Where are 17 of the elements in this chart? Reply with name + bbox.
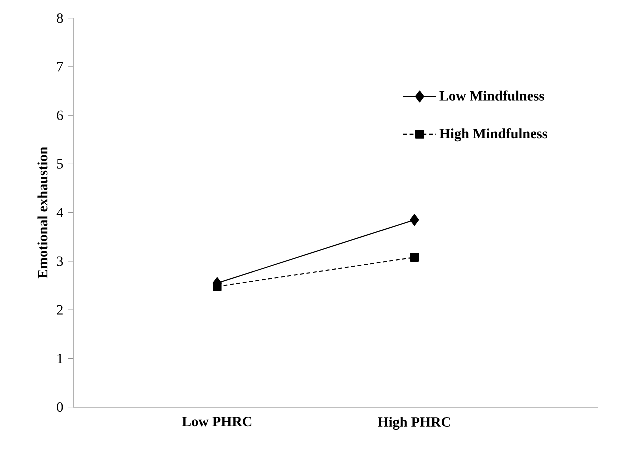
point	[410, 214, 420, 226]
y-tick-label: 0	[57, 402, 64, 412]
y-tick-label: 4	[56, 208, 64, 218]
y-tick-label: 6	[57, 110, 64, 120]
y-tick-label: 5	[57, 160, 64, 169]
x-tick-label: Low PHRC	[182, 417, 252, 427]
legend-label: Low Mindfulness	[440, 90, 544, 101]
y-axis-title: Emotional exhaustion	[38, 147, 48, 279]
y-tick-label: 7	[58, 62, 64, 72]
y-tick-label: 8	[57, 14, 64, 24]
point	[410, 253, 420, 262]
legend-label: High Mindfulness	[440, 128, 548, 142]
point	[213, 282, 222, 292]
y-tick-label: 3	[57, 256, 64, 266]
y-tick-label: 2	[57, 305, 63, 315]
y-tick-label: 1	[58, 354, 63, 364]
x-tick-label: High PHRC	[378, 417, 450, 430]
